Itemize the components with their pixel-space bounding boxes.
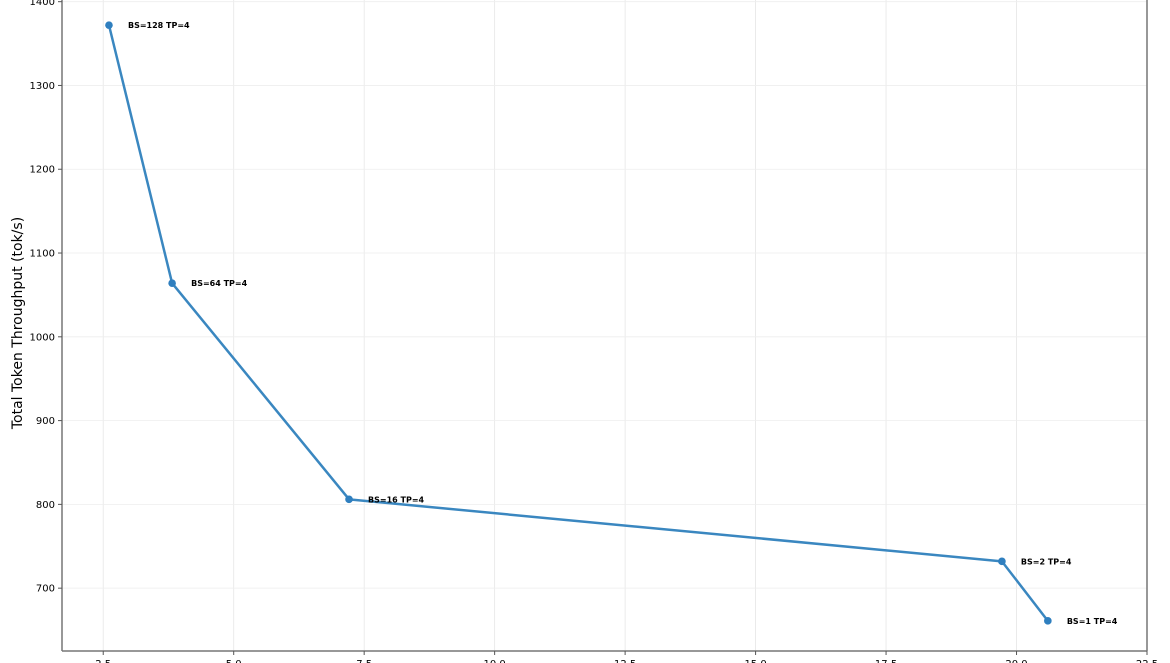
- x-tick-label: 5.0: [226, 659, 242, 663]
- x-tick-label: 22.5: [1136, 659, 1158, 663]
- x-tick-label: 10.0: [484, 659, 506, 663]
- y-tick-label: 1000: [30, 332, 55, 343]
- y-tick-label: 1100: [30, 249, 55, 260]
- series-line: [107, 24, 1049, 622]
- y-tick-label: 900: [36, 416, 55, 427]
- y-tick-label: 700: [36, 584, 55, 595]
- data-point: [105, 21, 113, 29]
- x-tick-label: 2.5: [95, 659, 111, 663]
- x-tick-label: 15.0: [744, 659, 766, 663]
- y-tick-label: 1200: [30, 165, 55, 176]
- x-tick-label: 17.5: [875, 659, 897, 663]
- data-point: [1044, 617, 1052, 625]
- point-annotation: BS=2 TP=4: [1021, 557, 1072, 566]
- ticks: 2.5 5.0 7.5 10.0 12.5 15.0 17.5 20.0 22.5 700 800 9…: [30, 0, 1159, 663]
- y-axis-label: Total Token Throughput (tok/s): [10, 217, 26, 430]
- point-annotation: BS=64 TP=4: [191, 279, 248, 288]
- axes: [61, 0, 1148, 652]
- data-point: [998, 557, 1006, 566]
- series: BS=128 TP=4 BS=64 TP=4 BS=16 TP=4 BS=2 TP=4…: [105, 21, 1118, 626]
- y-tick-label: 800: [36, 500, 55, 511]
- x-tick-label: 20.0: [1005, 659, 1027, 663]
- x-tick-label: 7.5: [356, 659, 372, 663]
- data-point: [345, 495, 353, 504]
- point-annotation: BS=16 TP=4: [368, 495, 425, 504]
- data-point: [168, 279, 176, 287]
- grid: [62, 0, 1148, 651]
- y-tick-label: 1300: [30, 81, 55, 92]
- y-tick-label: 1400: [30, 0, 55, 8]
- point-annotation: BS=1 TP=4: [1067, 617, 1118, 626]
- x-tick-label: 12.5: [614, 659, 636, 663]
- point-annotation: BS=128 TP=4: [128, 21, 190, 30]
